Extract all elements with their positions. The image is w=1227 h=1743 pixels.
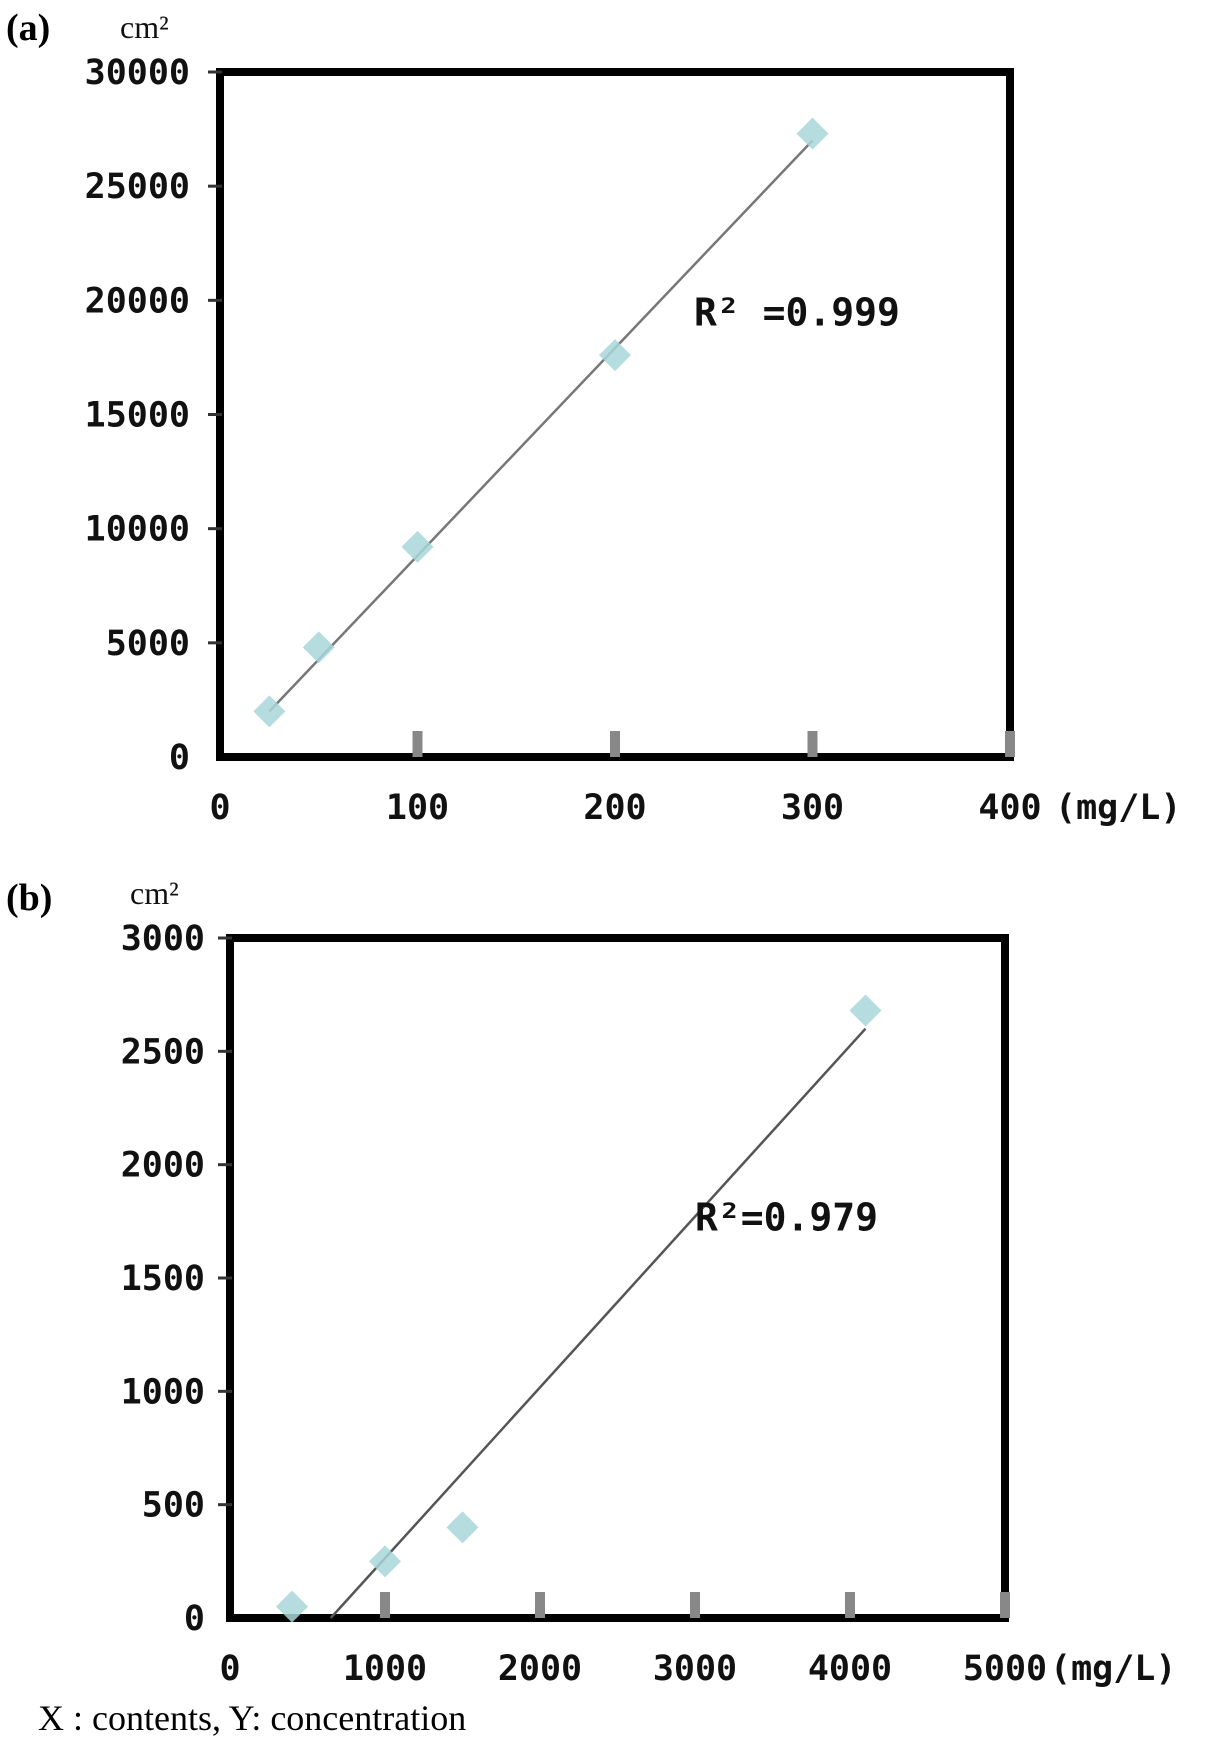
x-tick — [690, 1592, 700, 1618]
x-tick-label: 100 — [386, 788, 449, 828]
x-tick-label: 3000 — [653, 1649, 737, 1689]
x-tick-label: 2000 — [498, 1649, 582, 1689]
y-tick-label: 0 — [169, 738, 190, 778]
r-squared-annotation: R²=0.979 — [695, 1195, 878, 1239]
y-axis-label: cm² — [120, 9, 169, 45]
figure-caption: X : contents, Y: concentration — [38, 1698, 467, 1738]
plot-frame — [216, 68, 1014, 761]
y-tick-label: 2500 — [121, 1032, 205, 1072]
x-tick-label: 5000 — [963, 1649, 1047, 1689]
data-point — [446, 1511, 479, 1544]
x-tick — [845, 1592, 855, 1618]
y-tick-label: 5000 — [106, 624, 190, 664]
y-tick-label: 20000 — [85, 281, 190, 321]
trendline — [329, 1027, 867, 1619]
data-point — [253, 695, 286, 728]
data-point — [796, 117, 829, 150]
data-point — [276, 1590, 308, 1623]
panel-label-b: (b) — [6, 877, 53, 919]
data-point — [369, 1545, 401, 1578]
x-tick-label: 1000 — [343, 1649, 427, 1689]
chart-b: 0 500 1000 1500 2000 2500 3000 0 1000 2000 3000 400… — [121, 875, 1177, 1689]
x-unit-label: (mg/L) — [1055, 788, 1181, 828]
x-tick-label: 4000 — [808, 1649, 892, 1689]
y-axis-label: cm² — [130, 875, 179, 911]
y-tick-label: 15000 — [85, 396, 190, 436]
y-tick-label: 25000 — [85, 167, 190, 207]
x-tick-label: 200 — [583, 788, 646, 828]
data-point — [849, 994, 882, 1027]
x-unit-label: (mg/L) — [1050, 1649, 1176, 1689]
x-tick — [610, 731, 620, 757]
y-tick-label: 10000 — [85, 510, 190, 550]
y-tick-label: 500 — [142, 1486, 205, 1526]
data-point — [599, 339, 631, 372]
x-tick-label: 400 — [978, 788, 1041, 828]
x-tick — [1000, 1592, 1010, 1618]
x-tick — [807, 731, 818, 757]
x-tick — [380, 1592, 390, 1618]
panel-label-a: (a) — [6, 7, 51, 49]
data-point — [401, 530, 434, 563]
x-tick-label: 0 — [219, 1649, 240, 1689]
x-tick-label: 300 — [781, 788, 844, 828]
x-tick — [1005, 731, 1015, 757]
data-point — [302, 631, 335, 664]
y-tick-label: 30000 — [85, 53, 190, 93]
y-tick-label: 2000 — [121, 1146, 205, 1186]
x-tick — [535, 1592, 545, 1618]
y-tick-label: 1000 — [121, 1372, 205, 1412]
trendline — [268, 139, 814, 713]
x-tick — [412, 731, 423, 757]
y-tick-label: 3000 — [121, 919, 205, 959]
chart-a: 0 5000 10000 15000 20000 25000 30000 0 100 200 300… — [85, 9, 1182, 828]
r-squared-annotation: R² =0.999 — [694, 290, 900, 334]
plot-frame — [226, 934, 1009, 1622]
y-tick-label: 0 — [184, 1599, 205, 1639]
x-tick-label: 0 — [209, 788, 230, 828]
y-tick-label: 1500 — [121, 1259, 205, 1299]
